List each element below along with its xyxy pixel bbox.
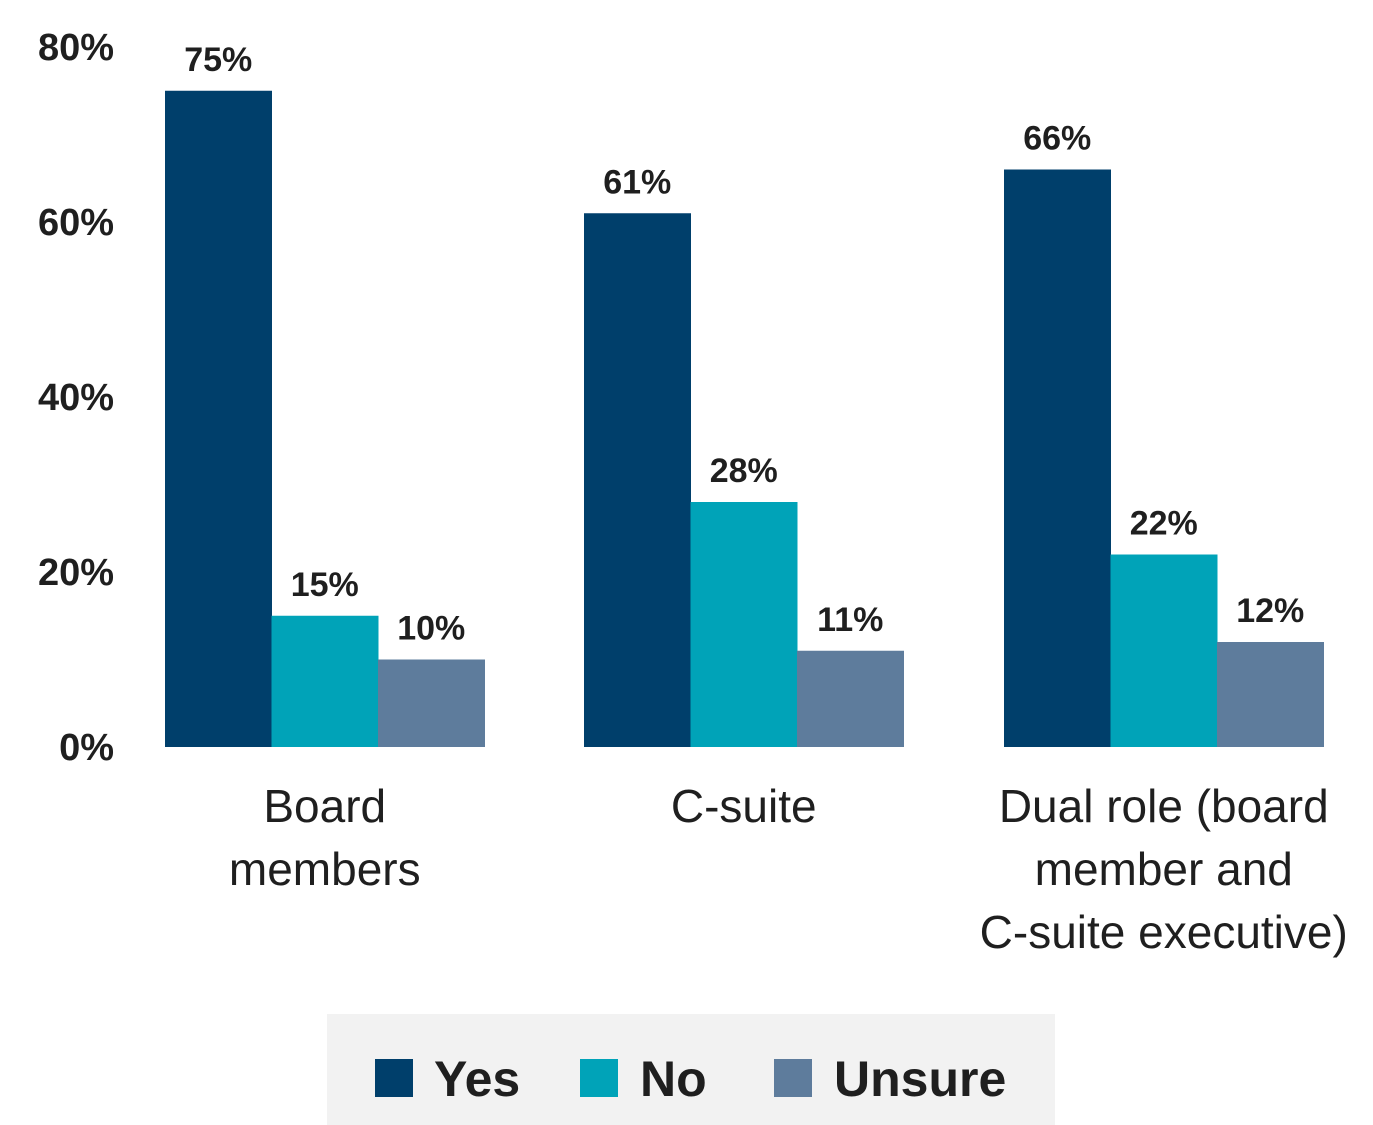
data-label: 10% <box>397 610 465 648</box>
data-label: 12% <box>1236 592 1304 630</box>
y-tick-label: 80% <box>38 27 114 69</box>
bar-unsure-3 <box>1217 642 1324 747</box>
legend-swatch-no <box>580 1059 618 1097</box>
data-label: 28% <box>710 452 778 490</box>
legend-swatch-unsure <box>774 1059 812 1097</box>
bar-unsure-2 <box>797 650 904 747</box>
bar-no-2 <box>690 502 798 747</box>
data-label: 75% <box>184 41 252 79</box>
data-label: 22% <box>1130 505 1198 543</box>
legend-label-yes: Yes <box>434 1051 520 1107</box>
data-labels: 75% 61% 66% 15% 28% 22% 10% 11% 12% <box>184 41 1304 648</box>
bar-yes-1 <box>165 90 272 747</box>
y-tick-label: 0% <box>59 727 114 769</box>
y-tick-label: 40% <box>38 377 114 419</box>
data-label: 61% <box>603 163 671 201</box>
data-label: 11% <box>817 601 883 639</box>
category-label: Board members <box>229 780 421 895</box>
category-label: Dual role (board member and C-suite execut… <box>980 780 1348 958</box>
legend-label-no: No <box>640 1051 707 1107</box>
legend-swatch-yes <box>375 1059 413 1097</box>
x-axis: Board members C-suite Dual role (board membe… <box>229 780 1348 958</box>
y-tick-label: 20% <box>38 552 114 594</box>
legend: Yes No Unsure <box>327 1014 1055 1125</box>
bar-yes-2 <box>584 213 691 747</box>
bar-yes-3 <box>1004 169 1111 747</box>
bar-no-1 <box>271 615 379 747</box>
y-tick-label: 60% <box>38 202 114 244</box>
y-axis: 0% 20% 40% 60% 80% <box>38 27 114 769</box>
bar-unsure-1 <box>378 659 485 747</box>
bar-no-3 <box>1110 554 1218 747</box>
category-label: C-suite <box>671 780 817 832</box>
legend-label-unsure: Unsure <box>834 1051 1006 1107</box>
legend-box <box>327 1014 1055 1125</box>
data-label: 66% <box>1023 120 1091 158</box>
bars <box>165 90 1324 747</box>
data-label: 15% <box>291 566 359 604</box>
